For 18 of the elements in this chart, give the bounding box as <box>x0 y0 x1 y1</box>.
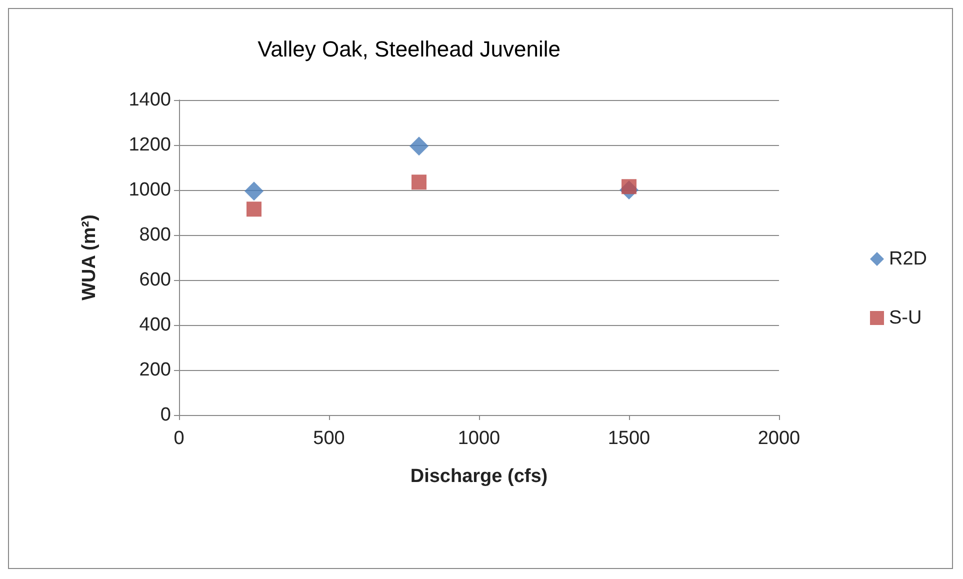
x-tick-label: 500 <box>313 428 345 449</box>
y-tick-label: 1000 <box>128 180 171 200</box>
x-axis-title: Discharge (cfs) <box>410 466 548 487</box>
y-axis-title: WUA (m²) <box>79 214 100 300</box>
x-tick-label: 1500 <box>608 428 650 449</box>
y-tick-label: 400 <box>139 314 171 336</box>
y-tick-label: 800 <box>139 224 171 246</box>
x-tick-label: 2000 <box>758 428 800 449</box>
y-tick-label: 200 <box>139 360 171 380</box>
x-tick-label: 0 <box>174 428 184 449</box>
legend-label: S-U <box>888 308 922 328</box>
chart-title: Valley Oak, Steelhead Juvenile <box>258 36 560 62</box>
y-tick-label: 600 <box>139 270 171 290</box>
y-tick-label: 1200 <box>128 134 171 156</box>
legend-label: R2D <box>888 248 928 270</box>
x-tick-label: 1000 <box>458 428 500 449</box>
y-tick-label: 0 <box>160 404 171 426</box>
y-tick-label: 1400 <box>128 90 171 110</box>
